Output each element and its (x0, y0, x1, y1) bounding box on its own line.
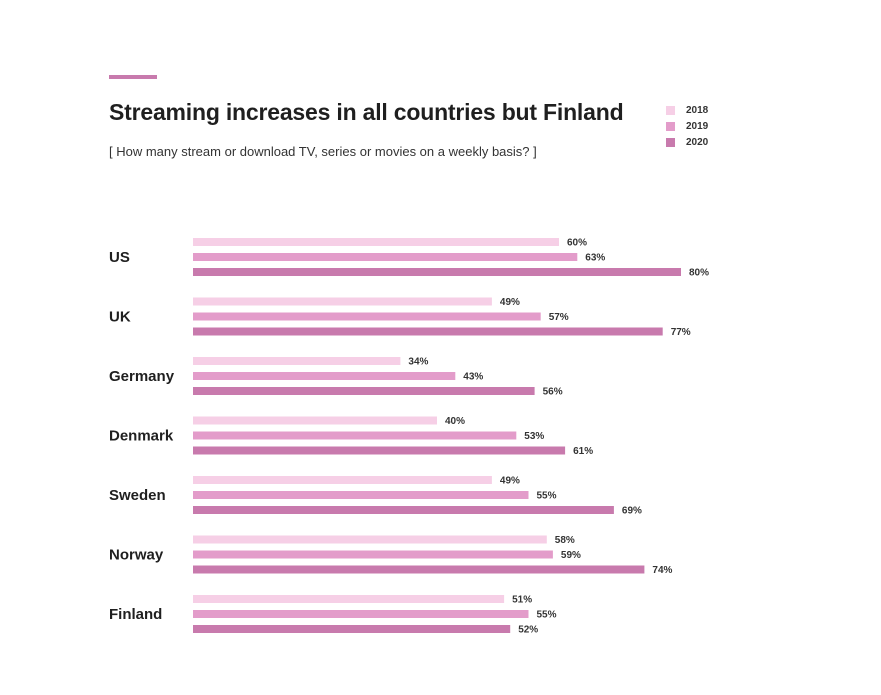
value-label-us-2018: 60% (567, 238, 587, 249)
bar-norway-2019 (193, 550, 553, 559)
value-label-norway-2020: 74% (652, 565, 672, 576)
bar-finland-2020 (193, 625, 511, 633)
chart-title: Streaming increases in all countries but… (109, 99, 624, 125)
bar-uk-2019 (193, 312, 541, 321)
bar-uk-2020 (193, 327, 663, 336)
legend-item-2018: 2018 (666, 102, 708, 118)
value-label-germany-2020: 56% (543, 387, 563, 398)
bar-norway-2018 (193, 535, 547, 544)
legend-swatch-2020 (666, 137, 675, 147)
legend-swatch-2019 (666, 121, 675, 131)
bar-germany-2020 (193, 387, 535, 395)
category-label-sweden: Sweden (109, 487, 166, 504)
value-label-uk-2020: 77% (671, 327, 691, 338)
value-label-sweden-2018: 49% (500, 476, 520, 487)
value-label-finland-2020: 52% (518, 625, 538, 636)
category-label-norway: Norway (109, 547, 164, 564)
bar-denmark-2019 (193, 431, 517, 440)
legend-label-2018: 2018 (686, 104, 709, 116)
value-label-germany-2018: 34% (408, 357, 428, 368)
value-label-finland-2019: 55% (537, 610, 557, 621)
value-label-denmark-2019: 53% (524, 431, 544, 442)
legend-label-2020: 2020 (686, 136, 709, 148)
legend-item-2019: 2019 (666, 118, 708, 134)
legend-label-2019: 2019 (686, 120, 709, 132)
value-label-germany-2019: 43% (463, 372, 483, 383)
category-label-us: US (109, 249, 130, 266)
bar-finland-2019 (193, 610, 529, 618)
legend: 2018 2019 2020 (666, 102, 708, 150)
bar-denmark-2018 (193, 416, 437, 425)
bar-uk-2018 (193, 297, 492, 306)
value-label-norway-2018: 58% (555, 535, 575, 546)
chart-subtitle: [ How many stream or download TV, series… (109, 144, 537, 159)
bar-finland-2018 (193, 595, 505, 603)
category-label-finland: Finland (109, 606, 162, 623)
bar-us-2018 (193, 238, 559, 246)
accent-line (109, 75, 157, 79)
value-label-norway-2019: 59% (561, 550, 581, 561)
bar-us-2020 (193, 268, 681, 276)
bar-denmark-2020 (193, 446, 566, 455)
bar-sweden-2020 (193, 506, 614, 514)
value-label-sweden-2020: 69% (622, 506, 642, 517)
value-label-denmark-2018: 40% (445, 416, 465, 427)
bar-germany-2018 (193, 357, 401, 365)
category-label-germany: Germany (109, 368, 175, 385)
bar-sweden-2019 (193, 491, 529, 499)
value-label-uk-2018: 49% (500, 297, 520, 308)
value-label-denmark-2020: 61% (573, 446, 593, 457)
value-label-us-2020: 80% (689, 268, 709, 279)
bar-us-2019 (193, 253, 578, 261)
category-label-uk: UK (109, 309, 131, 326)
legend-item-2020: 2020 (666, 134, 708, 150)
value-label-uk-2019: 57% (549, 312, 569, 323)
bar-norway-2020 (193, 565, 645, 574)
bar-sweden-2018 (193, 476, 492, 484)
value-label-us-2019: 63% (585, 253, 605, 264)
bar-germany-2019 (193, 372, 456, 380)
value-label-finland-2018: 51% (512, 595, 532, 606)
category-label-denmark: Denmark (109, 428, 174, 445)
value-label-sweden-2019: 55% (537, 491, 557, 502)
legend-swatch-2018 (666, 105, 675, 115)
